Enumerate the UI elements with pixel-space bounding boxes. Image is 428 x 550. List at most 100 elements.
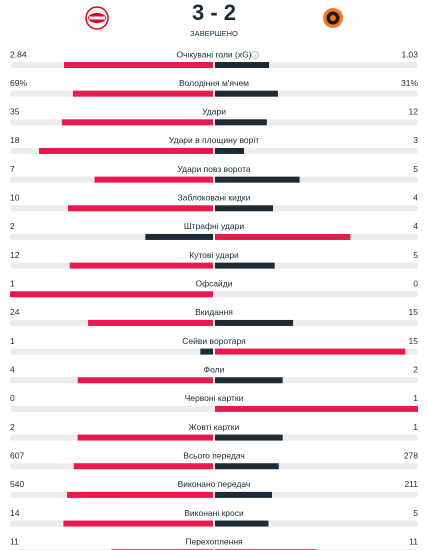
bar-track: [10, 377, 418, 384]
stat-row: Перехоплення 11 11: [10, 536, 418, 550]
stat-row: Удари 35 12: [10, 107, 418, 126]
away-bar: [215, 463, 279, 470]
match-status: ЗАВЕРШЕНО: [190, 29, 238, 38]
home-value: 4: [10, 365, 15, 375]
stat-label: Виконано передач: [178, 479, 251, 489]
home-value: 14: [10, 508, 20, 518]
stat-label: Вкидання: [195, 307, 233, 317]
away-bar: [215, 491, 273, 498]
away-bar: [215, 348, 406, 355]
away-bar: [215, 405, 418, 412]
away-value: 31%: [401, 78, 418, 88]
stat-label: Удари в площину воріт: [169, 135, 259, 145]
stat-label: Сейви воротаря: [182, 336, 246, 346]
stat-label: Удари повз ворота: [177, 164, 250, 174]
stat-row: Сейви воротаря 1 15: [10, 336, 418, 355]
stat-label: Володіння м'ячем: [179, 78, 249, 88]
stat-label: Очікувані голи (xG): [176, 49, 251, 59]
stat-row: Володіння м'ячем 69% 31%: [10, 78, 418, 97]
stat-row: Офсайди 1 0: [10, 279, 418, 298]
away-bar: [215, 377, 283, 384]
away-bar: [215, 62, 270, 68]
home-value: 35: [10, 107, 20, 117]
away-value: 4: [413, 221, 418, 231]
home-bar: [69, 262, 214, 269]
stat-row: Штрафні удари 2 4: [10, 221, 418, 240]
home-bar: [72, 90, 214, 97]
home-value: 1: [10, 336, 15, 346]
away-value: 278: [404, 450, 418, 460]
away-bar: [215, 262, 275, 269]
home-bar: [64, 62, 213, 68]
away-value: 1: [413, 393, 418, 403]
home-value: 10: [10, 193, 20, 203]
home-value: 540: [10, 479, 24, 489]
home-value: 2.84: [10, 49, 27, 59]
home-value: 18: [10, 135, 20, 145]
stat-label: Заблоковані кидки: [178, 193, 251, 203]
stat-row: Всього передач 607 278: [10, 450, 418, 470]
home-value: 69%: [10, 78, 27, 88]
home-bar: [68, 205, 213, 212]
away-value: 1: [413, 422, 418, 432]
home-value: 1: [10, 279, 15, 289]
home-bar: [73, 463, 213, 470]
stat-label: Фоли: [204, 365, 225, 375]
away-value: 12: [409, 107, 419, 117]
stat-label: Жовті картки: [189, 422, 240, 432]
home-value: 2: [10, 221, 15, 231]
bar-track: [10, 463, 418, 470]
bar-track: [10, 176, 418, 183]
away-bar: [215, 520, 269, 527]
home-bar: [63, 520, 213, 527]
away-value: 11: [409, 536, 418, 546]
away-value: 15: [409, 307, 419, 317]
stat-row: Удари в площину воріт 18 3: [10, 135, 418, 154]
home-logo: [85, 6, 109, 30]
bar-track: [10, 319, 418, 326]
stat-label: Штрафні удари: [184, 221, 244, 231]
away-value: 5: [413, 250, 418, 260]
stat-label: Виконані кроси: [184, 508, 244, 518]
stat-label: Офсайди: [195, 279, 232, 289]
stat-label: Перехоплення: [185, 536, 243, 546]
stat-row: Червоні картки 0 1: [10, 393, 418, 412]
stat-rows: Очікувані голи (xG) 2.84 1.03 Володіння м'я…: [10, 49, 418, 550]
home-bar: [77, 377, 214, 384]
away-bar: [215, 205, 273, 212]
bar-track: [10, 90, 418, 97]
away-bar: [215, 147, 244, 154]
home-bar: [77, 434, 214, 441]
stat-row: Жовті картки 2 1: [10, 422, 418, 441]
away-value: 4: [413, 193, 418, 203]
away-bar: [215, 434, 283, 441]
stat-label: Удари: [202, 107, 226, 117]
info-icon: [251, 51, 259, 59]
stat-row: Виконано передач 540 211: [10, 479, 418, 498]
home-value: 12: [10, 250, 20, 260]
stat-label: Червоні картки: [185, 393, 244, 403]
home-value: 11: [10, 536, 19, 546]
bar-track: [10, 434, 418, 441]
home-bar: [200, 348, 213, 355]
away-value: 15: [409, 336, 419, 346]
stat-row: Удари повз ворота 7 5: [10, 164, 418, 183]
away-value: 1.03: [401, 49, 418, 59]
away-bar: [215, 90, 278, 97]
stat-row: Кутові удари 12 5: [10, 250, 418, 269]
home-bar: [10, 291, 213, 298]
home-value: 0: [10, 393, 15, 403]
away-logo: [323, 8, 343, 28]
home-bar: [61, 119, 213, 126]
home-value: 607: [10, 450, 24, 460]
home-bar: [145, 233, 213, 240]
stat-row: Вкидання 24 15: [10, 307, 418, 326]
home-bar: [39, 147, 213, 154]
away-bar: [215, 233, 351, 240]
stat-label: Кутові удари: [189, 250, 239, 260]
stat-row: Очікувані голи (xG) 2.84 1.03: [10, 49, 418, 68]
away-value: 3: [413, 135, 418, 145]
bar-track: [10, 233, 418, 240]
